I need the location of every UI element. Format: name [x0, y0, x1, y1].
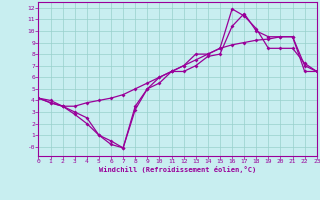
X-axis label: Windchill (Refroidissement éolien,°C): Windchill (Refroidissement éolien,°C) — [99, 166, 256, 173]
